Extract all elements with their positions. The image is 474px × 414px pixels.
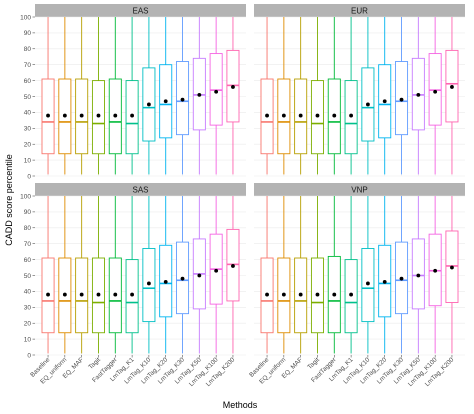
- y-tick-label-20: 20: [24, 142, 32, 149]
- mean-point-lmtag-k1-eur: [349, 113, 353, 118]
- y-tick-label-100: 100: [20, 14, 31, 21]
- mean-point-lmtag-k30-vnp: [399, 276, 404, 281]
- mean-point-fasttagger-sas: [113, 292, 118, 297]
- y-tick-label-10: 10: [24, 157, 32, 164]
- mean-point-lmtag-k20-eur: [382, 99, 387, 104]
- mean-point-lmtag-k100-eur: [433, 89, 438, 94]
- strip-eas: [35, 4, 246, 17]
- y-tick-label-100: 100: [20, 193, 31, 200]
- mean-point-lmtag-k50-eas: [197, 93, 202, 97]
- mean-point-tagit-eur: [315, 113, 320, 118]
- strip-vnp: [254, 183, 465, 196]
- strip-label-eur: EUR: [351, 7, 368, 16]
- mean-point-eq-maf-sas: [79, 292, 84, 297]
- y-tick-label-50: 50: [24, 94, 32, 101]
- x-axis-title: Methods: [223, 400, 258, 410]
- y-tick-label-70: 70: [24, 241, 32, 248]
- mean-point-eq-uniform-sas: [62, 292, 67, 297]
- mean-point-lmtag-k20-sas: [163, 279, 168, 284]
- y-axis-title: CADD score percentile: [4, 154, 14, 246]
- mean-point-fasttagger-vnp: [332, 292, 337, 297]
- mean-point-lmtag-k20-vnp: [382, 279, 387, 284]
- mean-point-lmtag-k200-vnp: [450, 265, 454, 270]
- y-tick-label-40: 40: [24, 289, 32, 296]
- mean-point-lmtag-k200-eas: [231, 85, 235, 89]
- y-tick-label-30: 30: [24, 305, 32, 312]
- y-tick-label-80: 80: [24, 225, 32, 232]
- mean-point-eq-uniform-vnp: [281, 292, 286, 297]
- mean-point-fasttagger-eas: [113, 113, 118, 118]
- y-tick-label-70: 70: [24, 62, 32, 69]
- strip-eur: [254, 4, 465, 17]
- mean-point-eq-maf-eas: [79, 113, 84, 118]
- mean-point-lmtag-k50-eur: [416, 93, 421, 97]
- mean-point-lmtag-k50-sas: [197, 273, 202, 278]
- mean-point-lmtag-k50-vnp: [416, 273, 421, 278]
- x-tick-label-tagit: Tagit: [87, 356, 102, 371]
- mean-point-lmtag-k30-eas: [180, 97, 185, 102]
- mean-point-fasttagger-eur: [332, 113, 337, 118]
- x-tick-label-tagit: Tagit: [306, 356, 321, 371]
- mean-point-eq-uniform-eur: [281, 113, 286, 118]
- y-tick-label-80: 80: [24, 46, 32, 53]
- y-tick-label-10: 10: [24, 336, 32, 343]
- mean-point-lmtag-k10-eur: [366, 102, 370, 107]
- mean-point-tagit-sas: [96, 292, 101, 297]
- mean-point-lmtag-k20-eas: [163, 99, 168, 104]
- y-tick-label-0: 0: [27, 173, 31, 180]
- mean-point-baseline-eur: [265, 113, 269, 118]
- mean-point-lmtag-k100-vnp: [433, 268, 438, 273]
- mean-point-lmtag-k100-sas: [214, 268, 219, 273]
- y-tick-label-0: 0: [27, 352, 31, 359]
- mean-point-lmtag-k1-eas: [130, 113, 134, 118]
- mean-point-lmtag-k30-sas: [180, 276, 185, 281]
- mean-point-tagit-eas: [96, 113, 101, 118]
- mean-point-eq-uniform-eas: [62, 113, 67, 118]
- mean-point-lmtag-k1-sas: [130, 292, 134, 297]
- y-tick-label-50: 50: [24, 273, 32, 280]
- y-tick-label-90: 90: [24, 30, 32, 37]
- mean-point-lmtag-k10-sas: [147, 281, 151, 286]
- mean-point-lmtag-k100-eas: [214, 89, 219, 94]
- mean-point-lmtag-k1-vnp: [349, 292, 353, 297]
- mean-point-lmtag-k200-sas: [231, 264, 235, 268]
- y-tick-label-30: 30: [24, 126, 32, 133]
- mean-point-baseline-vnp: [265, 292, 269, 297]
- mean-point-lmtag-k30-eur: [399, 97, 404, 102]
- y-tick-label-60: 60: [24, 78, 32, 85]
- mean-point-eq-maf-vnp: [298, 292, 303, 297]
- strip-label-vnp: VNP: [351, 186, 367, 195]
- mean-point-lmtag-k200-eur: [450, 85, 454, 89]
- mean-point-baseline-eas: [46, 113, 50, 118]
- mean-point-lmtag-k10-eas: [147, 102, 151, 107]
- mean-point-eq-maf-eur: [298, 113, 303, 118]
- mean-point-lmtag-k10-vnp: [366, 281, 370, 286]
- mean-point-baseline-sas: [46, 292, 50, 297]
- mean-point-tagit-vnp: [315, 292, 320, 297]
- strip-label-sas: SAS: [132, 186, 148, 195]
- strip-sas: [35, 183, 246, 196]
- y-tick-label-20: 20: [24, 321, 32, 328]
- y-tick-label-60: 60: [24, 257, 32, 264]
- y-tick-label-90: 90: [24, 209, 32, 216]
- y-tick-label-40: 40: [24, 110, 32, 117]
- strip-label-eas: EAS: [132, 7, 148, 16]
